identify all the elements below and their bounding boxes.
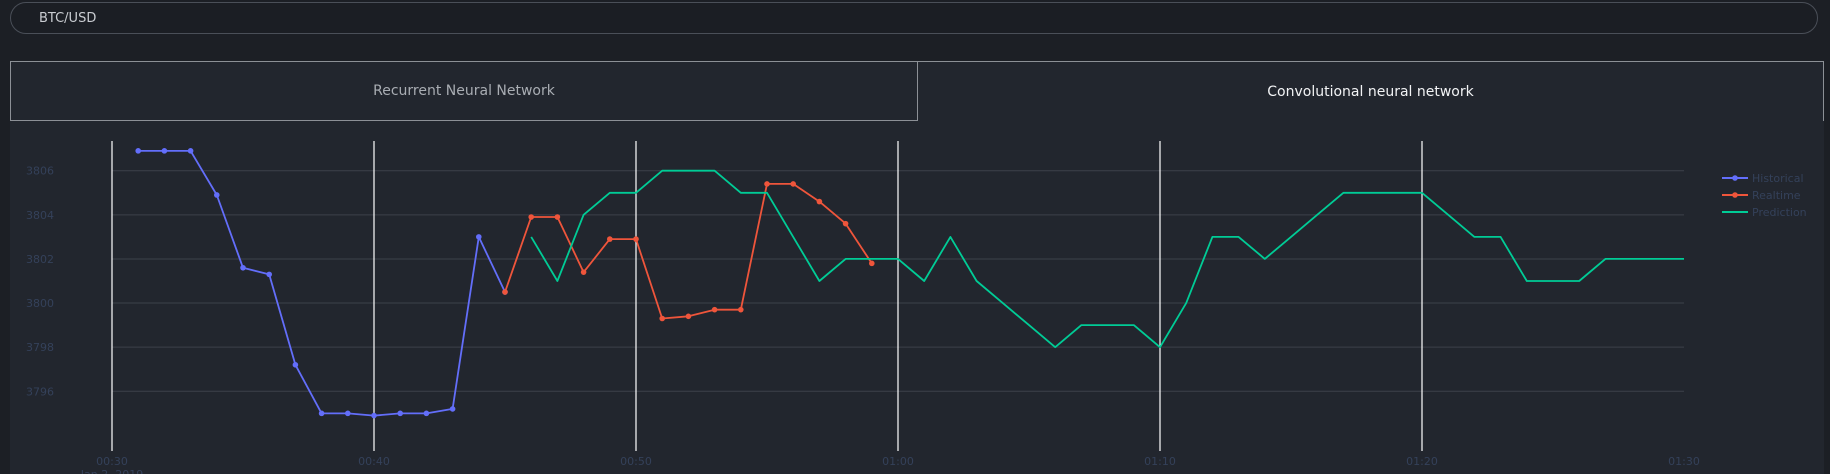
search-bar[interactable] bbox=[10, 2, 1818, 34]
historical-line bbox=[138, 149, 506, 417]
legend-label-prediction: Prediction bbox=[1752, 206, 1807, 219]
realtime-point bbox=[790, 181, 796, 187]
y-tick-label: 3796 bbox=[26, 385, 54, 398]
historical-point bbox=[266, 271, 273, 278]
historical-point bbox=[292, 362, 299, 368]
x-tick-label: 00:30 bbox=[96, 455, 128, 468]
chart-legend: Historical Realtime Prediction bbox=[1722, 172, 1807, 219]
x-tick-label: 01:20 bbox=[1406, 455, 1438, 468]
y-tick-label: 3802 bbox=[26, 253, 54, 266]
y-tick-label: 3800 bbox=[26, 297, 54, 310]
tab-label: Convolutional neural network bbox=[1267, 83, 1474, 100]
realtime-point bbox=[502, 289, 508, 295]
price-chart: 3796 3798 3800 3802 3804 3806 00:30Jan 2, 2019… bbox=[26, 141, 1807, 474]
historical-point bbox=[476, 234, 482, 240]
legend-label-historical: Historical bbox=[1752, 172, 1804, 185]
realtime-line bbox=[504, 183, 873, 320]
realtime-point bbox=[659, 315, 665, 322]
x-tick-label: 00:50 bbox=[620, 455, 652, 468]
historical-point bbox=[345, 410, 351, 417]
realtime-point bbox=[711, 306, 718, 313]
historical-point bbox=[214, 192, 220, 198]
tab-recurrent-neural-network[interactable]: Recurrent Neural Network bbox=[10, 61, 918, 121]
realtime-point bbox=[607, 236, 613, 242]
y-tick-label: 3798 bbox=[26, 341, 54, 354]
tab-label: Recurrent Neural Network bbox=[373, 83, 555, 99]
chart-axes: 3796 3798 3800 3802 3804 3806 00:30Jan 2, 2019… bbox=[26, 165, 1700, 474]
historical-point bbox=[449, 406, 456, 412]
realtime-point bbox=[580, 269, 587, 275]
chart-series bbox=[135, 148, 1684, 419]
realtime-point bbox=[528, 214, 534, 220]
x-tick-label: 00:40 bbox=[358, 455, 390, 468]
historical-point bbox=[187, 148, 194, 154]
realtime-point bbox=[633, 236, 639, 242]
historical-point bbox=[397, 410, 404, 417]
historical-point bbox=[423, 410, 430, 417]
legend-marker-historical bbox=[1732, 175, 1738, 181]
x-tick-label: 01:30 bbox=[1668, 455, 1700, 468]
symbol-search-input[interactable] bbox=[29, 3, 1739, 33]
y-tick-label: 3804 bbox=[26, 209, 54, 222]
realtime-point bbox=[816, 198, 823, 205]
historical-point bbox=[161, 148, 168, 154]
realtime-point bbox=[738, 306, 744, 313]
realtime-point bbox=[764, 181, 770, 187]
x-tick-label: 01:10 bbox=[1144, 455, 1176, 468]
legend-marker-realtime bbox=[1732, 192, 1738, 198]
realtime-point bbox=[842, 220, 849, 227]
x-tick-label: 01:00 bbox=[882, 455, 914, 468]
realtime-point bbox=[869, 260, 875, 267]
historical-point bbox=[135, 148, 141, 154]
tab-convolutional-neural-network[interactable]: Convolutional neural network bbox=[917, 61, 1824, 121]
historical-point bbox=[240, 264, 246, 271]
y-tick-label: 3806 bbox=[26, 165, 54, 178]
x-tick-sublabel: Jan 2, 2019 bbox=[80, 468, 143, 474]
chart-panel bbox=[10, 61, 1824, 474]
realtime-point bbox=[685, 313, 692, 320]
historical-point bbox=[371, 412, 377, 419]
historical-point bbox=[318, 410, 325, 417]
realtime-point bbox=[554, 214, 561, 220]
prediction-line bbox=[530, 169, 1684, 349]
legend-label-realtime: Realtime bbox=[1752, 189, 1801, 202]
